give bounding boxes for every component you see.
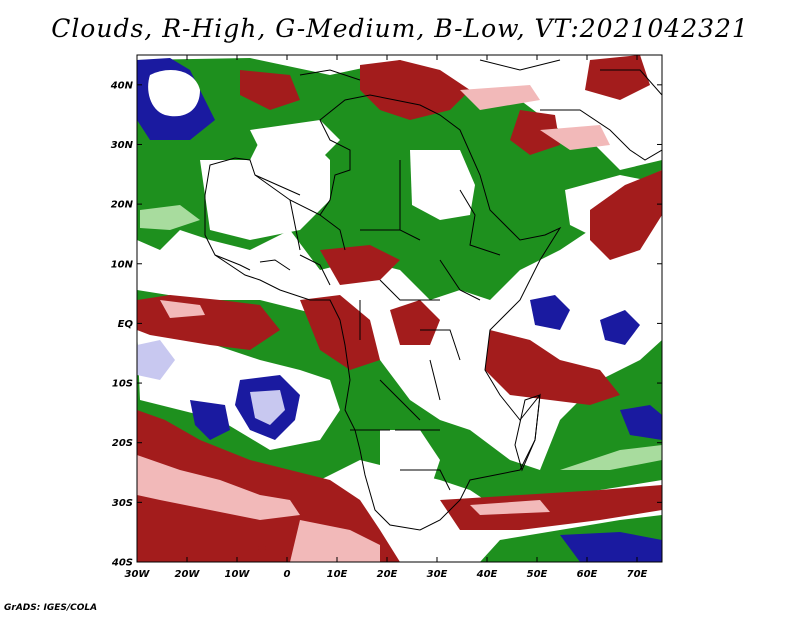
latitude-axis: 40N 30N 20N 10N EQ 10S 20S 30S 40S	[110, 80, 662, 569]
plot-frame	[136, 54, 663, 563]
lon-tick-label: 20E	[377, 569, 398, 580]
lat-tick-label: 40S	[111, 558, 133, 569]
longitude-axis: 30W 20W 10W 0 10E 20E 30E 40E 50E 60E 70E	[125, 55, 648, 580]
lon-tick-label: 70E	[627, 569, 648, 580]
lat-tick-label: 30S	[112, 498, 133, 509]
lat-tick-label: EQ	[118, 319, 134, 330]
lon-tick-label: 10E	[327, 569, 348, 580]
lat-tick-label: 20N	[111, 200, 134, 211]
high-cloud-layer	[137, 55, 662, 562]
grads-credit: GrADS: IGES/COLA	[4, 603, 98, 613]
plot-area	[137, 55, 662, 562]
country-borders	[204, 59, 662, 531]
lat-tick-label: 10N	[111, 259, 134, 270]
lat-tick-label: 40N	[110, 80, 134, 91]
lon-tick-label: 50E	[527, 569, 548, 580]
lon-tick-label: 30W	[125, 569, 151, 580]
lon-tick-label: 0	[284, 569, 291, 580]
map-title: Clouds, R-High, G-Medium, B-Low, VT:2021…	[51, 14, 749, 43]
lat-tick-label: 20S	[112, 438, 133, 449]
lon-tick-label: 40E	[476, 569, 498, 580]
medium-light-layer	[140, 205, 662, 470]
lon-tick-label: 20W	[175, 569, 201, 580]
lon-tick-label: 30E	[427, 569, 448, 580]
lon-tick-label: 60E	[577, 569, 598, 580]
lat-tick-label: 30N	[111, 140, 134, 151]
lat-tick-label: 10S	[112, 379, 133, 390]
lon-tick-label: 10W	[225, 569, 251, 580]
